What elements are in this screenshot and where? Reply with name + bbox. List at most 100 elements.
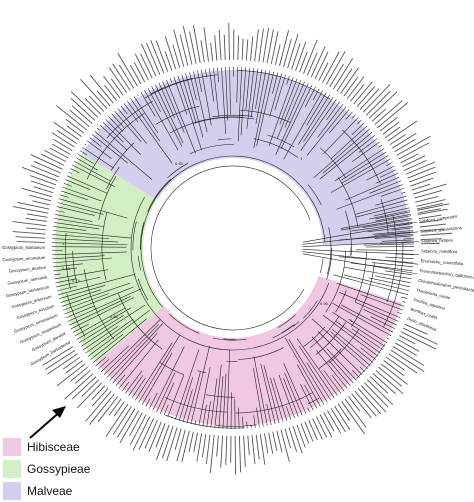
tip-label-mark bbox=[404, 160, 426, 170]
tip-label-mark bbox=[320, 415, 332, 438]
tree-branch bbox=[401, 297, 407, 299]
tip-label-mark bbox=[90, 75, 113, 103]
legend-item-malveae: Malveae bbox=[3, 482, 123, 502]
legend-swatch-gossypieae bbox=[3, 460, 21, 478]
tip-label: Gossypium_anomalum bbox=[2, 255, 46, 262]
tip-label-mark bbox=[252, 435, 255, 464]
tree-branch bbox=[85, 144, 86, 145]
tip-label-mark bbox=[204, 27, 209, 61]
tip-label-mark bbox=[118, 53, 137, 86]
tip-label-mark bbox=[390, 134, 405, 144]
tip-label-mark bbox=[376, 370, 403, 393]
tip-label-mark bbox=[242, 39, 243, 60]
tip-label-mark bbox=[56, 106, 86, 130]
tip-label-mark bbox=[177, 430, 185, 461]
tip-label-mark bbox=[67, 126, 82, 137]
tree-branch bbox=[69, 172, 72, 174]
tip-label-mark bbox=[397, 136, 431, 155]
tip-label-mark bbox=[324, 413, 334, 432]
tip-label-mark bbox=[26, 228, 46, 230]
tip-label-mark bbox=[30, 176, 56, 185]
tip-label-mark bbox=[300, 52, 308, 73]
tip-label-mark bbox=[34, 161, 61, 173]
tip-label-mark bbox=[12, 222, 46, 226]
tip-label-mark bbox=[27, 214, 48, 217]
tip-label-mark bbox=[297, 425, 305, 448]
tip-label-mark bbox=[256, 435, 259, 460]
tip-label-mark bbox=[183, 26, 192, 64]
tip-label-mark bbox=[246, 39, 247, 60]
tip-label-mark bbox=[259, 29, 264, 62]
tip-label-mark bbox=[221, 436, 223, 468]
tip-label-mark bbox=[217, 435, 219, 456]
tip-label-mark bbox=[22, 188, 52, 197]
tip-label-mark bbox=[383, 122, 400, 135]
tip-label-mark bbox=[53, 139, 72, 150]
tip-label-mark bbox=[141, 54, 153, 78]
tip-label: Sidalcea_hirtipes bbox=[421, 237, 453, 243]
tip-label-mark bbox=[57, 130, 77, 143]
tip-label-mark bbox=[415, 196, 438, 202]
tip-label-mark bbox=[201, 40, 204, 62]
tip-label-mark bbox=[17, 242, 45, 243]
tip-label-mark bbox=[319, 63, 328, 81]
tip-label-mark bbox=[408, 167, 436, 178]
tree-branch bbox=[402, 301, 405, 302]
tip-label-mark bbox=[16, 237, 46, 239]
tip-label-mark bbox=[388, 121, 417, 141]
tip-label-mark bbox=[399, 336, 415, 344]
tip-label: Gossypium_thurberi bbox=[8, 265, 46, 274]
tree-branch bbox=[303, 254, 417, 274]
tip-label-mark bbox=[210, 435, 214, 473]
legend-item-gossypieae: Gossypieae bbox=[3, 460, 123, 480]
tip-label-mark bbox=[189, 432, 193, 452]
tip-label-mark bbox=[342, 401, 365, 433]
tip-label-mark bbox=[52, 144, 70, 154]
tip-label-mark bbox=[401, 154, 419, 163]
tip-label-mark bbox=[275, 44, 280, 64]
tip-label-mark bbox=[358, 388, 381, 414]
tip-label-mark bbox=[316, 417, 326, 438]
tree-branch bbox=[97, 128, 99, 130]
tip-label-mark bbox=[264, 433, 267, 453]
tip-label-mark bbox=[385, 127, 400, 138]
legend-label: Gossypieae bbox=[27, 462, 90, 476]
tip-label-mark bbox=[293, 426, 302, 453]
support-value: 0.85 bbox=[110, 314, 119, 319]
tree-branch bbox=[320, 258, 323, 273]
support-value: 0.98 bbox=[62, 266, 71, 271]
tip-label-mark bbox=[309, 420, 318, 440]
tip-label-mark bbox=[114, 402, 124, 417]
tree-branch bbox=[356, 250, 414, 251]
tip-label-mark bbox=[229, 23, 230, 60]
tip-label-mark bbox=[26, 218, 47, 221]
tip-label-mark bbox=[285, 429, 291, 449]
tip-label-mark bbox=[113, 406, 131, 434]
tip-label-mark bbox=[117, 408, 135, 437]
tree-branch bbox=[151, 166, 310, 330]
tip-label-mark bbox=[165, 36, 175, 68]
tip-label-mark bbox=[351, 84, 365, 101]
tip-label-mark bbox=[174, 29, 184, 66]
tip-label-mark bbox=[338, 404, 349, 421]
tip-label-mark bbox=[104, 85, 116, 100]
tip-label-mark bbox=[71, 98, 95, 120]
tip-label-mark bbox=[393, 347, 424, 366]
tip-label-mark bbox=[381, 364, 407, 385]
tip-label-mark bbox=[248, 435, 250, 455]
tip-label-mark bbox=[288, 34, 298, 68]
tip-label-mark bbox=[219, 30, 221, 61]
tip-label-mark bbox=[57, 364, 85, 386]
tip-label-mark bbox=[194, 433, 198, 452]
tip-label-mark bbox=[296, 42, 306, 71]
arrow-up-right-icon bbox=[30, 406, 66, 438]
tip-label-mark bbox=[322, 52, 339, 83]
tip-label-mark bbox=[389, 354, 418, 374]
tip-label-mark bbox=[13, 232, 46, 234]
tip-label-mark bbox=[66, 119, 84, 133]
tip-label-mark bbox=[361, 386, 386, 413]
tip-label-mark bbox=[355, 391, 376, 416]
tip-label-mark bbox=[401, 332, 436, 349]
tip-label-mark bbox=[71, 91, 98, 117]
